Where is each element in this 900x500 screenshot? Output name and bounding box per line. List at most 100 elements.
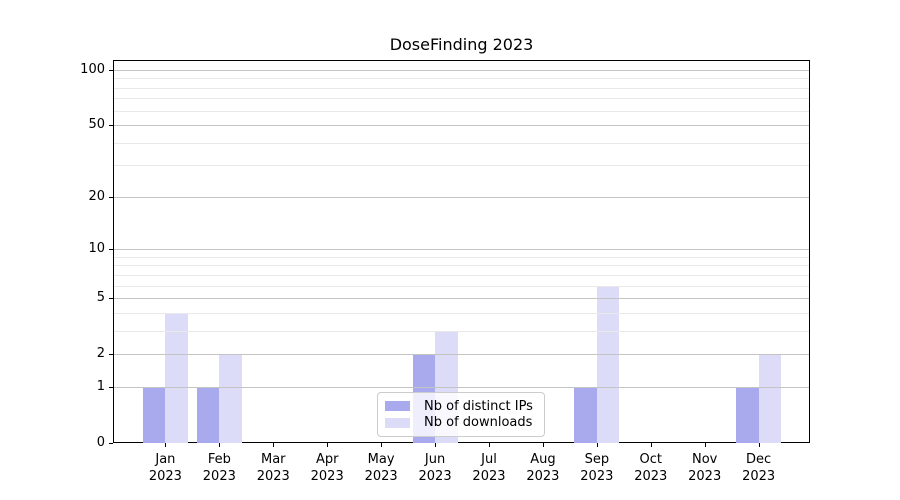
gridline-minor xyxy=(114,274,809,276)
gridline-minor xyxy=(114,285,809,287)
x-tick-month: Sep xyxy=(584,452,610,467)
legend-item-distinct-ips: Nb of distinct IPs xyxy=(385,399,536,414)
x-tick-month: Feb xyxy=(207,452,231,467)
x-tick-mark xyxy=(758,443,760,447)
bar-ips-sep xyxy=(574,386,597,443)
bar-ips-jan xyxy=(142,386,166,443)
y-tick-mark xyxy=(109,70,113,71)
x-tick-label-mar: Mar 2023 xyxy=(245,451,301,485)
x-tick-year: 2023 xyxy=(256,469,290,484)
x-tick-month: Oct xyxy=(639,452,662,467)
bar-downloads-jan xyxy=(165,312,188,443)
x-tick-month: Jan xyxy=(155,452,176,467)
x-tick-month: May xyxy=(367,452,395,467)
x-tick-year: 2023 xyxy=(688,469,722,484)
gridline-minor xyxy=(114,265,809,267)
x-tick-label-jan: Jan 2023 xyxy=(137,451,193,485)
legend-swatch-downloads xyxy=(385,417,410,428)
y-tick-label: 10 xyxy=(88,241,105,257)
bar-ips-feb xyxy=(196,386,220,443)
gridline-minor xyxy=(114,142,809,144)
x-tick-label-jul: Jul 2023 xyxy=(461,451,517,485)
x-tick-month: Jun xyxy=(424,452,446,467)
x-tick-year: 2023 xyxy=(310,469,344,484)
gridline-minor xyxy=(114,98,809,100)
x-tick-year: 2023 xyxy=(418,469,452,484)
gridline-major xyxy=(114,354,809,356)
gridline-major xyxy=(114,298,809,300)
bar-downloads-dec xyxy=(758,354,782,443)
x-tick-label-dec: Dec 2023 xyxy=(731,451,787,485)
y-tick-label: 50 xyxy=(88,117,105,133)
x-tick-year: 2023 xyxy=(634,469,668,484)
y-tick-label: 100 xyxy=(80,62,105,77)
x-tick-month: Mar xyxy=(260,452,286,467)
legend-label-distinct-ips: Nb of distinct IPs xyxy=(424,398,533,414)
y-tick-mark xyxy=(109,196,113,198)
y-tick-mark xyxy=(109,298,113,300)
x-tick-year: 2023 xyxy=(364,469,398,484)
x-tick-mark xyxy=(273,443,275,447)
x-tick-month: Nov xyxy=(692,452,718,467)
x-tick-year: 2023 xyxy=(742,469,776,484)
gridline-major xyxy=(114,70,809,71)
gridline-minor xyxy=(114,78,809,80)
gridline-minor xyxy=(114,256,809,258)
gridline-minor xyxy=(114,312,809,314)
x-tick-month: Jul xyxy=(481,452,497,467)
bar-ips-dec xyxy=(736,386,759,443)
legend-item-downloads: Nb of downloads xyxy=(385,415,536,430)
x-tick-mark xyxy=(542,443,544,447)
gridline-major xyxy=(114,386,809,388)
x-tick-mark xyxy=(165,443,167,447)
x-tick-label-nov: Nov 2023 xyxy=(677,451,733,485)
x-tick-month: Dec xyxy=(746,452,772,467)
x-tick-year: 2023 xyxy=(580,469,614,484)
gridline-minor xyxy=(114,165,809,167)
y-tick-label: 1 xyxy=(96,378,105,394)
x-tick-year: 2023 xyxy=(472,469,506,484)
x-tick-mark xyxy=(381,443,383,447)
chart-title: DoseFinding 2023 xyxy=(389,35,534,54)
y-tick-mark xyxy=(109,125,113,127)
chart-legend: Nb of distinct IPs Nb of downloads xyxy=(377,392,545,437)
y-tick-label: 0 xyxy=(96,435,105,450)
gridline-major xyxy=(114,125,809,127)
legend-label-downloads: Nb of downloads xyxy=(424,415,533,431)
bar-downloads-feb xyxy=(219,354,242,443)
x-tick-label-may: May 2023 xyxy=(353,451,409,485)
gridline-major xyxy=(114,196,809,198)
x-tick-label-feb: Feb 2023 xyxy=(191,451,247,485)
x-tick-label-jun: Jun 2023 xyxy=(407,451,463,485)
gridline-minor xyxy=(114,330,809,332)
y-tick-label: 2 xyxy=(96,346,105,362)
x-tick-mark xyxy=(219,443,221,447)
x-tick-mark xyxy=(488,443,490,447)
x-tick-mark xyxy=(704,443,706,447)
y-tick-label: 20 xyxy=(88,188,105,204)
x-tick-month: Aug xyxy=(530,452,556,467)
y-tick-mark xyxy=(109,386,113,388)
x-tick-label-aug: Aug 2023 xyxy=(515,451,571,485)
gridline-minor xyxy=(114,110,809,112)
x-tick-month: Apr xyxy=(315,452,339,467)
bar-downloads-sep xyxy=(596,285,620,443)
y-tick-label: 5 xyxy=(96,290,105,306)
x-tick-year: 2023 xyxy=(148,469,182,484)
x-tick-mark xyxy=(327,443,329,447)
plot-area xyxy=(113,60,810,443)
x-tick-mark xyxy=(650,443,652,447)
x-tick-label-sep: Sep 2023 xyxy=(569,451,625,485)
x-tick-year: 2023 xyxy=(202,469,236,484)
x-tick-mark xyxy=(596,443,598,447)
gridline-major xyxy=(114,249,809,251)
x-tick-label-apr: Apr 2023 xyxy=(299,451,355,485)
y-tick-mark xyxy=(109,249,113,251)
gridline-minor xyxy=(114,87,809,89)
y-tick-mark xyxy=(109,354,113,356)
x-tick-label-oct: Oct 2023 xyxy=(623,451,679,485)
y-tick-mark xyxy=(109,443,113,444)
x-tick-year: 2023 xyxy=(526,469,560,484)
legend-swatch-distinct-ips xyxy=(385,401,410,412)
